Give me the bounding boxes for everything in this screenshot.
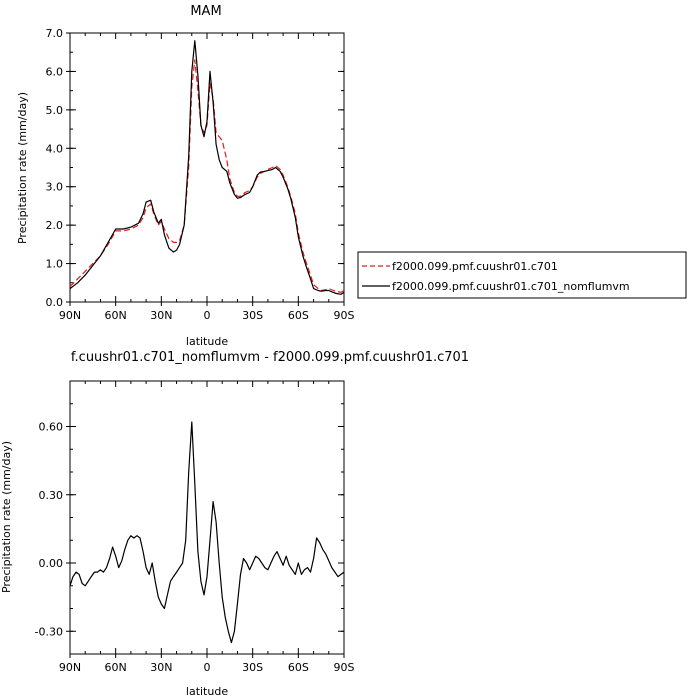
- y-tick-label: 0.00: [39, 557, 64, 570]
- x-tick-label: 90N: [59, 661, 81, 674]
- y-tick-label: 4.0: [46, 142, 64, 155]
- bottom-chart-ylabel: Precipitation rate (mm/day): [0, 441, 13, 593]
- bottom-chart-xlabel: latitude: [186, 685, 228, 698]
- x-tick-label: 90S: [334, 309, 355, 322]
- series-line-1: [69, 59, 345, 293]
- x-tick-label: 30N: [150, 661, 172, 674]
- y-tick-label: 7.0: [46, 27, 64, 40]
- legend-box: [357, 251, 687, 299]
- y-tick-label: 3.0: [46, 181, 64, 194]
- legend-label-series-1: f2000.099.pmf.cuushr01.c701: [392, 260, 558, 273]
- top-chart-lines: [69, 40, 345, 295]
- x-tick-label: 60S: [288, 661, 309, 674]
- top-chart-frame: [69, 32, 345, 303]
- top-chart: MAM 90N 60N 30N 0 30S 60S 90S 0.0 1.0 2.0 3.0 4.0 5…: [16, 4, 355, 348]
- x-tick-label: 90S: [334, 661, 355, 674]
- bottom-chart-title: f.cuushr01.c701_nomflumvm - f2000.099.pm…: [71, 350, 469, 365]
- x-tick-label: 60S: [288, 309, 309, 322]
- x-tick-label: 90N: [59, 309, 81, 322]
- y-tick-label: 0.0: [46, 296, 64, 309]
- bottom-chart-lines: [69, 421, 345, 644]
- top-chart-x-ticks: 90N 60N 30N 0 30S 60S 90S: [59, 33, 355, 322]
- x-tick-label: 0: [204, 661, 211, 674]
- top-chart-y-ticks: 0.0 1.0 2.0 3.0 4.0 5.0 6.0 7.0: [46, 27, 344, 309]
- y-tick-label: 1.0: [46, 258, 64, 271]
- x-tick-label: 30S: [242, 309, 263, 322]
- bottom-chart-frame: [69, 380, 345, 655]
- top-chart-xlabel: latitude: [186, 335, 228, 348]
- y-tick-label: 0.60: [39, 421, 64, 434]
- top-chart-ylabel: Precipitation rate (mm/day): [16, 92, 29, 244]
- top-chart-legend: f2000.099.pmf.cuushr01.c701 f2000.099.pm…: [357, 251, 687, 299]
- x-tick-label: 60N: [105, 309, 127, 322]
- x-tick-label: 0: [204, 309, 211, 322]
- top-chart-title: MAM: [190, 4, 221, 19]
- bottom-chart-x-ticks: 90N 60N 30N 0 30S 60S 90S: [59, 381, 355, 674]
- y-tick-label: 5.0: [46, 104, 64, 117]
- y-tick-label: 6.0: [46, 65, 64, 78]
- bottom-chart: f.cuushr01.c701_nomflumvm - f2000.099.pm…: [0, 350, 469, 698]
- x-tick-label: 60N: [105, 661, 127, 674]
- bottom-chart-y-ticks: -0.30 0.00 0.30 0.60: [35, 380, 344, 655]
- series-line-1: [69, 421, 345, 644]
- y-tick-label: 2.0: [46, 219, 64, 232]
- series-line-2: [69, 40, 345, 295]
- x-tick-label: 30N: [150, 309, 172, 322]
- y-tick-label: 0.30: [39, 489, 64, 502]
- legend-label-series-2: f2000.099.pmf.cuushr01.c701_nomflumvm: [392, 280, 630, 293]
- y-tick-label: -0.30: [35, 625, 63, 638]
- x-tick-label: 30S: [242, 661, 263, 674]
